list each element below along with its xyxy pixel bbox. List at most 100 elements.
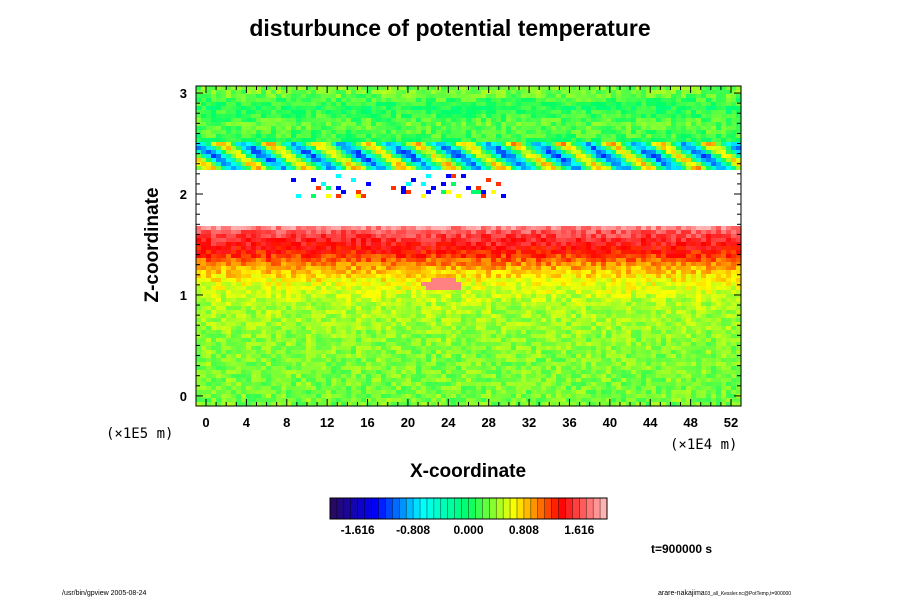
- heatmap-cell: [481, 90, 487, 95]
- heatmap-cell: [391, 106, 397, 111]
- heatmap-cell: [226, 154, 232, 159]
- heatmap-cell: [496, 202, 502, 207]
- heatmap-cell: [536, 202, 542, 207]
- heatmap-cell: [296, 226, 302, 231]
- heatmap-cell: [356, 254, 362, 259]
- heatmap-cell: [386, 106, 392, 111]
- heatmap-cell: [311, 194, 317, 199]
- heatmap-cell: [456, 230, 462, 235]
- heatmap-cell: [316, 146, 322, 151]
- heatmap-cell: [216, 198, 222, 203]
- heatmap-cell: [546, 158, 552, 163]
- heatmap-cell: [441, 106, 447, 111]
- heatmap-cell: [296, 234, 302, 239]
- heatmap-cell: [526, 194, 532, 199]
- heatmap-cell: [631, 166, 637, 171]
- heatmap-cell: [691, 142, 697, 147]
- heatmap-cell: [611, 154, 617, 159]
- heatmap-cell: [281, 114, 287, 119]
- heatmap-cell: [416, 122, 422, 127]
- heatmap-cell: [546, 254, 552, 259]
- heatmap-cell: [381, 258, 387, 263]
- heatmap-cell: [486, 202, 492, 207]
- heatmap-cell: [276, 150, 282, 155]
- heatmap-cell: [366, 86, 372, 91]
- heatmap-cell: [396, 162, 402, 167]
- heatmap-cell: [206, 214, 212, 219]
- heatmap-cell: [681, 126, 687, 131]
- heatmap-cell: [306, 250, 312, 255]
- heatmap-cell: [211, 158, 217, 163]
- heatmap-cell: [291, 190, 297, 195]
- heatmap-cell: [211, 226, 217, 231]
- heatmap-cell: [506, 170, 512, 175]
- heatmap-cell: [396, 90, 402, 95]
- heatmap-cell: [486, 146, 492, 151]
- heatmap-cell: [316, 242, 322, 247]
- heatmap-cell: [486, 162, 492, 167]
- heatmap-cell: [376, 162, 382, 167]
- heatmap-cell: [656, 262, 662, 267]
- heatmap-cell: [721, 246, 727, 251]
- heatmap-cell: [346, 230, 352, 235]
- heatmap-cell: [206, 206, 212, 211]
- heatmap-cell: [436, 98, 442, 103]
- heatmap-cell: [406, 154, 412, 159]
- heatmap-cell: [691, 214, 697, 219]
- heatmap-cell: [581, 170, 587, 175]
- heatmap-cell: [446, 202, 452, 207]
- heatmap-cell: [646, 150, 652, 155]
- heatmap-cell: [676, 134, 682, 139]
- heatmap-cell: [441, 138, 447, 143]
- heatmap-cell: [616, 234, 622, 239]
- heatmap-cell: [596, 150, 602, 155]
- heatmap-cell: [611, 206, 617, 211]
- heatmap-cell: [521, 226, 527, 231]
- heatmap-cell: [236, 118, 242, 123]
- heatmap-cell: [466, 262, 472, 267]
- heatmap-cell: [331, 206, 337, 211]
- heatmap-cell: [606, 258, 612, 263]
- heatmap-cell: [701, 126, 707, 131]
- heatmap-cell: [696, 98, 702, 103]
- heatmap-cell: [716, 174, 722, 179]
- heatmap-cell: [411, 94, 417, 99]
- heatmap-cell: [256, 90, 262, 95]
- heatmap-cell: [301, 130, 307, 135]
- heatmap-cell: [516, 114, 522, 119]
- heatmap-cell: [356, 142, 362, 147]
- heatmap-cell: [591, 154, 597, 159]
- heatmap-cell: [656, 102, 662, 107]
- heatmap-cell: [391, 234, 397, 239]
- heatmap-cell: [341, 150, 347, 155]
- heatmap-cell: [401, 246, 407, 251]
- heatmap-cell: [336, 206, 342, 211]
- heatmap-cell: [446, 178, 452, 183]
- heatmap-cell: [636, 194, 642, 199]
- heatmap-cell: [711, 162, 717, 167]
- heatmap-cell: [466, 246, 472, 251]
- heatmap-cell: [561, 166, 567, 171]
- heatmap-cell: [521, 262, 527, 267]
- heatmap-cell: [556, 222, 562, 227]
- heatmap-cell: [421, 178, 427, 183]
- heatmap-cell: [386, 158, 392, 163]
- heatmap-cell: [221, 90, 227, 95]
- heatmap-cell: [586, 122, 592, 127]
- heatmap-cell: [491, 150, 497, 155]
- heatmap-cell: [196, 134, 202, 139]
- heatmap-cell: [661, 182, 667, 187]
- heatmap-cell: [301, 194, 307, 199]
- heatmap-cell: [541, 190, 547, 195]
- heatmap-cell: [416, 118, 422, 123]
- heatmap-cell: [631, 178, 637, 183]
- heatmap-cell: [631, 134, 637, 139]
- heatmap-cell: [566, 266, 572, 271]
- heatmap-cell: [486, 238, 492, 243]
- heatmap-cell: [576, 162, 582, 167]
- heatmap-cell: [326, 122, 332, 127]
- heatmap-cell: [551, 98, 557, 103]
- heatmap-cell: [311, 150, 317, 155]
- heatmap-cell: [571, 242, 577, 247]
- heatmap-cell: [546, 250, 552, 255]
